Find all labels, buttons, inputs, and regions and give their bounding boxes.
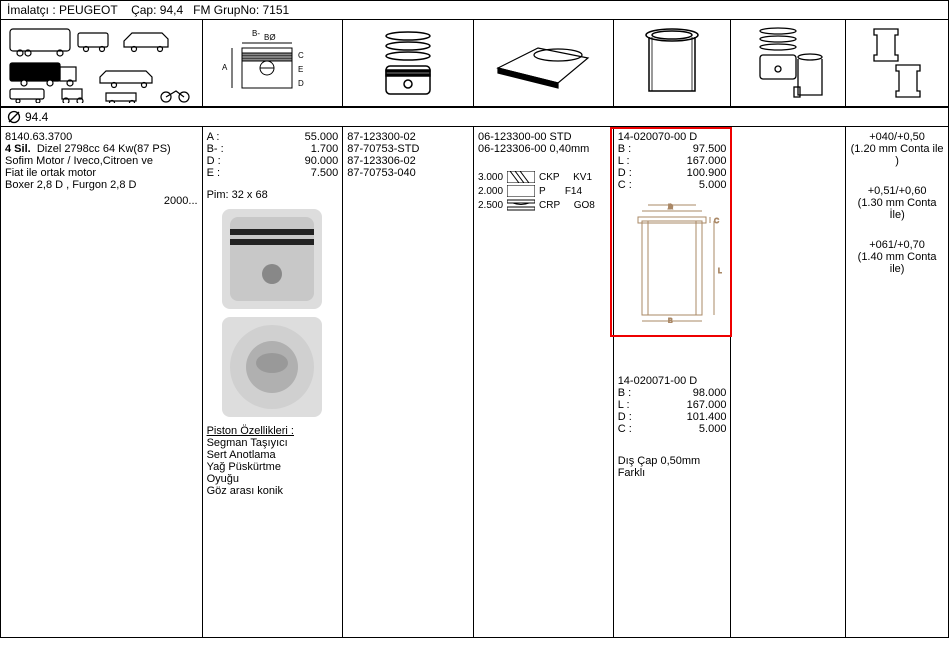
grp-label: FM GrupNo: xyxy=(193,3,259,17)
liner-note: Dış Çap 0,50mm xyxy=(618,455,727,467)
svg-text:C: C xyxy=(298,51,304,60)
piston-dim-icon: BØ A B- C E D xyxy=(203,20,344,106)
ring-row: 3.000 CKP KV1 xyxy=(478,171,609,183)
ringset-code: 87-123306-02 xyxy=(347,155,469,167)
kit-line: 06-123300-00 STD xyxy=(478,131,609,143)
gasket-range: +040/+0,50 xyxy=(850,131,944,143)
engine-code: 8140.63.3700 xyxy=(5,131,198,143)
gasket-desc: (1.20 mm Conta ile ) xyxy=(850,143,944,167)
piston-cell: A :55.000 B- :1.700 D :90.000 E :7.500 P… xyxy=(203,127,344,637)
liner-piston-icon xyxy=(731,20,846,106)
ring-profile-icon xyxy=(507,171,535,183)
dia-value: 94,4 xyxy=(160,3,183,17)
liner-diagram: D A C L B xyxy=(622,203,722,323)
dim-row: B :97.500 xyxy=(618,143,727,155)
dim-row: A :55.000 xyxy=(207,131,339,143)
pin-spec: Pim: 32 x 68 xyxy=(207,189,339,201)
engine-line: Fiat ile ortak motor xyxy=(5,167,198,179)
dia-label: Çap: xyxy=(131,3,156,17)
dim-row: E :7.500 xyxy=(207,167,339,179)
dim-row: B :98.000 xyxy=(618,387,727,399)
feature-line: Segman Taşıyıcı xyxy=(207,437,339,449)
gasket-range: +0,51/+0,60 xyxy=(850,185,944,197)
ringset-cell: 87-123300-02 87-70753-STD 87-123306-02 8… xyxy=(343,127,474,637)
dim-row: C :5.000 xyxy=(618,179,727,191)
piston-rings-icon xyxy=(343,20,474,106)
gasket-cell: +040/+0,50 (1.20 mm Conta ile ) +0,51/+0… xyxy=(846,127,948,637)
mfr-value: PEUGEOT xyxy=(59,3,118,17)
vehicles-icon xyxy=(1,20,203,106)
dim-row: D :101.400 xyxy=(618,411,727,423)
ring-kit-icon xyxy=(474,20,614,106)
svg-text:A: A xyxy=(222,63,228,72)
piston-top-img xyxy=(222,209,322,309)
features-title: Piston Özellikleri : xyxy=(207,425,294,437)
ring-row: 2.500 CRP GO8 xyxy=(478,199,609,211)
gasket-block: +0,51/+0,60 (1.30 mm Conta İle) xyxy=(850,185,944,221)
gasket-desc: (1.30 mm Conta İle) xyxy=(850,197,944,221)
grp-value: 7151 xyxy=(263,3,290,17)
svg-text:L: L xyxy=(718,268,722,275)
header-bar: İmalatçı : PEUGEOT Çap: 94,4 FM GrupNo: … xyxy=(1,1,948,20)
ringset-code: 87-70753-040 xyxy=(347,167,469,179)
engine-cell: 8140.63.3700 4 Sil. Dizel 2798cc 64 Kw(8… xyxy=(1,127,203,637)
dim-row: L :167.000 xyxy=(618,399,727,411)
piston-crown-img xyxy=(222,317,322,417)
liner-icon xyxy=(614,20,732,106)
ringkit-cell: 06-123300-00 STD 06-123306-00 0,40mm 3.0… xyxy=(474,127,614,637)
feature-line: Yağ Püskürtme xyxy=(207,461,339,473)
liner-pair-icon xyxy=(846,20,948,106)
svg-text:E: E xyxy=(298,65,303,74)
kit-line: 06-123306-00 0,40mm xyxy=(478,143,609,155)
engine-year: 2000... xyxy=(5,195,198,207)
liner-note: Farklı xyxy=(618,467,727,479)
data-row: 8140.63.3700 4 Sil. Dizel 2798cc 64 Kw(8… xyxy=(1,127,948,637)
feature-line: Sert Anotlama xyxy=(207,449,339,461)
diameter-value: 94.4 xyxy=(25,110,48,124)
dim-row: L :167.000 xyxy=(618,155,727,167)
feature-line: Oyuğu xyxy=(207,473,339,485)
ring-profile-icon xyxy=(507,185,535,197)
dim-row: D :90.000 xyxy=(207,155,339,167)
engine-line: Sofim Motor / Iveco,Citroen ve xyxy=(5,155,198,167)
feature-line: Göz arası konik xyxy=(207,485,339,497)
svg-text:A: A xyxy=(668,204,673,211)
mfr-label: İmalatçı : xyxy=(7,3,56,17)
icon-row: BØ A B- C E D xyxy=(1,20,948,108)
ringset-code: 87-123300-02 xyxy=(347,131,469,143)
empty-cell xyxy=(731,127,846,637)
catalog-page: İmalatçı : PEUGEOT Çap: 94,4 FM GrupNo: … xyxy=(0,0,949,638)
engine-spec: 4 Sil. Dizel 2798cc 64 Kw(87 PS) xyxy=(5,143,198,155)
gasket-desc: (1.40 mm Conta ile) xyxy=(850,251,944,275)
dim-row: B- :1.700 xyxy=(207,143,339,155)
ring-profile-icon xyxy=(507,199,535,211)
ringset-code: 87-70753-STD xyxy=(347,143,469,155)
liner-cell: 14-020070-00 D B :97.500 L :167.000 D :1… xyxy=(614,127,732,637)
liner-code: 14-020070-00 D xyxy=(618,131,727,143)
piston-features: Piston Özellikleri : Segman Taşıyıcı Ser… xyxy=(207,425,339,497)
gasket-range: +061/+0,70 xyxy=(850,239,944,251)
diameter-icon xyxy=(7,110,21,124)
gasket-block: +061/+0,70 (1.40 mm Conta ile) xyxy=(850,239,944,275)
dim-row: C :5.000 xyxy=(618,423,727,435)
dim-row: D :100.900 xyxy=(618,167,727,179)
ring-row: 2.000 P F14 xyxy=(478,185,609,197)
svg-text:BØ: BØ xyxy=(264,33,276,42)
gasket-block: +040/+0,50 (1.20 mm Conta ile ) xyxy=(850,131,944,167)
engine-line: Boxer 2,8 D , Furgon 2,8 D xyxy=(5,179,198,191)
diameter-bar: 94.4 xyxy=(1,108,948,127)
liner-code: 14-020071-00 D xyxy=(618,375,727,387)
svg-text:B: B xyxy=(668,318,673,323)
svg-text:B-: B- xyxy=(252,29,260,38)
svg-text:C: C xyxy=(714,218,719,225)
svg-text:D: D xyxy=(298,79,304,88)
